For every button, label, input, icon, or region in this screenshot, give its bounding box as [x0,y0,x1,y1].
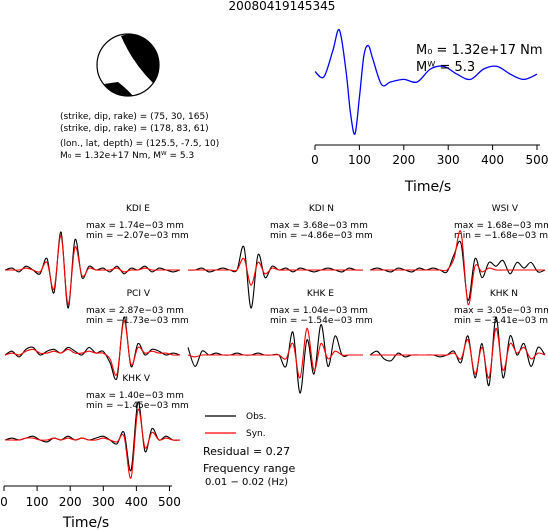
stf-tick-label: 500 [526,153,548,167]
max-amplitude-label: max = 3.05e−03 mm [454,306,548,316]
bottom-tick-label: 300 [92,495,115,509]
station-label: KHK E [307,289,334,299]
stf-xlabel: Time/s [404,179,451,195]
bottom-tick-label: 200 [59,495,82,509]
stf-tick-label: 200 [392,153,415,167]
frequency-title: Frequency range [203,462,296,475]
beachball-compression-bottom [104,82,133,97]
min-amplitude-label: min = −3.41e−03 mm [454,316,548,326]
stf-series-line [314,28,538,135]
legend-syn-label: Syn. [246,429,266,439]
station-label: KHK N [490,289,518,299]
beachball-compression-top [121,34,159,83]
stf-panel: 0 100 200 300 400 500 M₀ = 1.32e+17 Nm Mᵂ = 5… [311,28,548,195]
legend: Obs. Syn. [205,412,266,439]
station-label: WSI V [492,204,519,214]
station-label: PCI V [127,289,151,299]
focal-line-4: M₀ = 1.32e+17 Nm, Mᵂ = 5.3 [60,151,194,161]
focal-line-2: (strike, dip, rake) = (178, 83, 61) [60,124,209,134]
station-label: KDI N [309,204,334,214]
frequency-value: 0.01 − 0.02 (Hz) [205,477,288,488]
focal-line-1: (strike, dip, rake) = (75, 30, 165) [60,112,209,122]
min-amplitude-label: min = −1.68e−03 mm [454,231,548,241]
bottom-ticks: 0 100 200 300 400 500 [0,486,181,509]
observed-trace [187,245,364,309]
synthetic-trace [187,327,363,379]
stf-m0-label: M₀ = 1.32e+17 Nm [416,43,542,58]
stf-tick-label: 300 [437,153,460,167]
max-amplitude-label: max = 2.87e−03 mm [86,306,184,316]
figure-title: 20080419145345 [229,0,336,13]
bottom-tick-label: 500 [158,495,181,509]
focal-line-3: (lon., lat, depth) = (125.5, -7.5, 10) [60,139,219,149]
max-amplitude-label: max = 1.74e−03 mm [86,221,184,231]
max-amplitude-label: max = 1.04e−03 mm [270,306,368,316]
station-label: KDI E [126,204,150,214]
bottom-tick-label: 100 [26,495,49,509]
legend-obs-label: Obs. [246,412,266,422]
stf-ticks: 0 100 200 300 400 500 [311,145,548,167]
observed-trace [4,401,181,471]
beachball [96,33,160,97]
min-amplitude-label: min = −2.07e−03 mm [86,231,189,241]
max-amplitude-label: max = 3.68e−03 mm [270,221,368,231]
observed-trace [369,240,546,301]
bottom-tick-label: 400 [125,495,148,509]
bottom-tick-label: 0 [0,495,8,509]
synthetic-trace [4,320,181,376]
max-amplitude-label: max = 1.40e−03 mm [86,391,184,401]
stf-mw-label: Mᵂ = 5.3 [416,60,475,75]
bottom-xlabel: Time/s [62,515,109,530]
synthetic-trace [5,235,180,305]
min-amplitude-label: min = −4.86e−03 mm [270,231,373,241]
observed-trace [187,324,363,394]
stf-tick-label: 0 [311,153,319,167]
synthetic-trace [370,230,545,305]
bottom-axis: 0 100 200 300 400 500 Time/s [0,485,181,530]
synthetic-trace [188,257,363,286]
min-amplitude-label: min = −1.54e−03 mm [270,316,373,326]
max-amplitude-label: max = 1.68e−03 mm [454,221,548,231]
stf-tick-label: 400 [481,153,504,167]
observed-trace [4,316,181,381]
residual-text: Residual = 0.27 [203,445,290,458]
observed-trace [369,316,546,386]
synthetic-trace [370,327,546,379]
station-label: KHK V [122,374,150,384]
synthetic-trace [5,409,181,479]
min-amplitude-label: min = −1.73e−03 mm [86,316,189,326]
stf-tick-label: 100 [348,153,371,167]
